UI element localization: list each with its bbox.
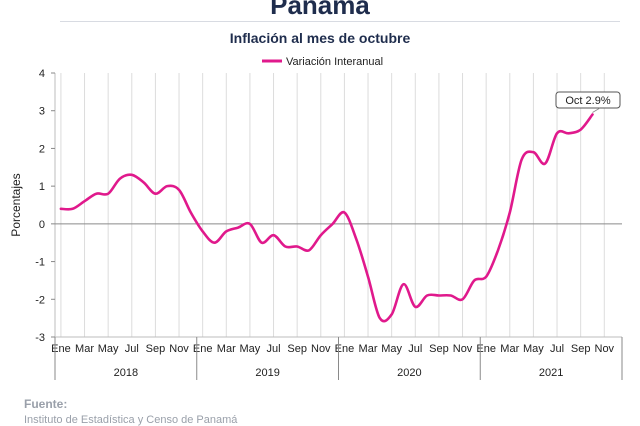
x-year-label: 2019	[255, 367, 279, 379]
y-tick-label: -3	[35, 332, 45, 344]
x-tick-label: Ene	[51, 343, 71, 355]
y-tick-label: -2	[35, 294, 45, 306]
x-tick-label: Jul	[267, 343, 281, 355]
x-year-label: 2021	[539, 367, 563, 379]
annotation-leader	[592, 108, 600, 112]
x-tick-label: Jul	[408, 343, 422, 355]
x-tick-label: Nov	[453, 343, 473, 355]
source-label: Fuente:	[24, 397, 67, 411]
x-tick-label: Mar	[217, 343, 236, 355]
x-tick-label: Mar	[500, 343, 519, 355]
x-tick-label: Sep	[287, 343, 307, 355]
x-tick-label: Jul	[125, 343, 139, 355]
y-tick-label: 0	[39, 219, 45, 231]
x-tick-label: Nov	[311, 343, 331, 355]
x-tick-label: Jul	[550, 343, 564, 355]
x-tick-label: May	[240, 343, 261, 355]
x-tick-label: Ene	[335, 343, 355, 355]
plot-area	[61, 114, 593, 321]
x-tick-label: May	[98, 343, 119, 355]
x-tick-label: Nov	[595, 343, 615, 355]
annotation: Oct 2.9%	[556, 92, 620, 112]
x-tick-label: May	[523, 343, 544, 355]
x-tick-label: May	[381, 343, 402, 355]
source-text: Instituto de Estadística y Censo de Pana…	[24, 414, 237, 426]
y-tick-label: 2	[39, 143, 45, 155]
x-year-label: 2018	[114, 367, 138, 379]
grid-lines	[55, 73, 622, 337]
x-tick-label: Sep	[571, 343, 591, 355]
y-tick-label: 4	[39, 68, 45, 80]
x-year-label: 2020	[397, 367, 421, 379]
y-tick-label: 3	[39, 106, 45, 118]
x-tick-label: Mar	[359, 343, 378, 355]
series-line-variacion-interanual	[61, 115, 593, 322]
x-tick-label: Sep	[146, 343, 166, 355]
x-tick-label: Sep	[429, 343, 449, 355]
y-axis-label: Porcentajes	[9, 173, 23, 236]
annotation-text: Oct 2.9%	[565, 95, 610, 107]
x-tick-label: Mar	[75, 343, 94, 355]
x-tick-label: Ene	[193, 343, 213, 355]
x-tick-label: Ene	[476, 343, 496, 355]
legend-label: Variación Interanual	[286, 56, 383, 68]
y-tick-label: -1	[35, 257, 45, 269]
y-tick-label: 1	[39, 181, 45, 193]
y-axis-ticks: 4 3 2 1 0 -1 -2 -3	[35, 68, 55, 344]
x-tick-label: Nov	[169, 343, 189, 355]
legend: Variación Interanual	[262, 56, 383, 68]
